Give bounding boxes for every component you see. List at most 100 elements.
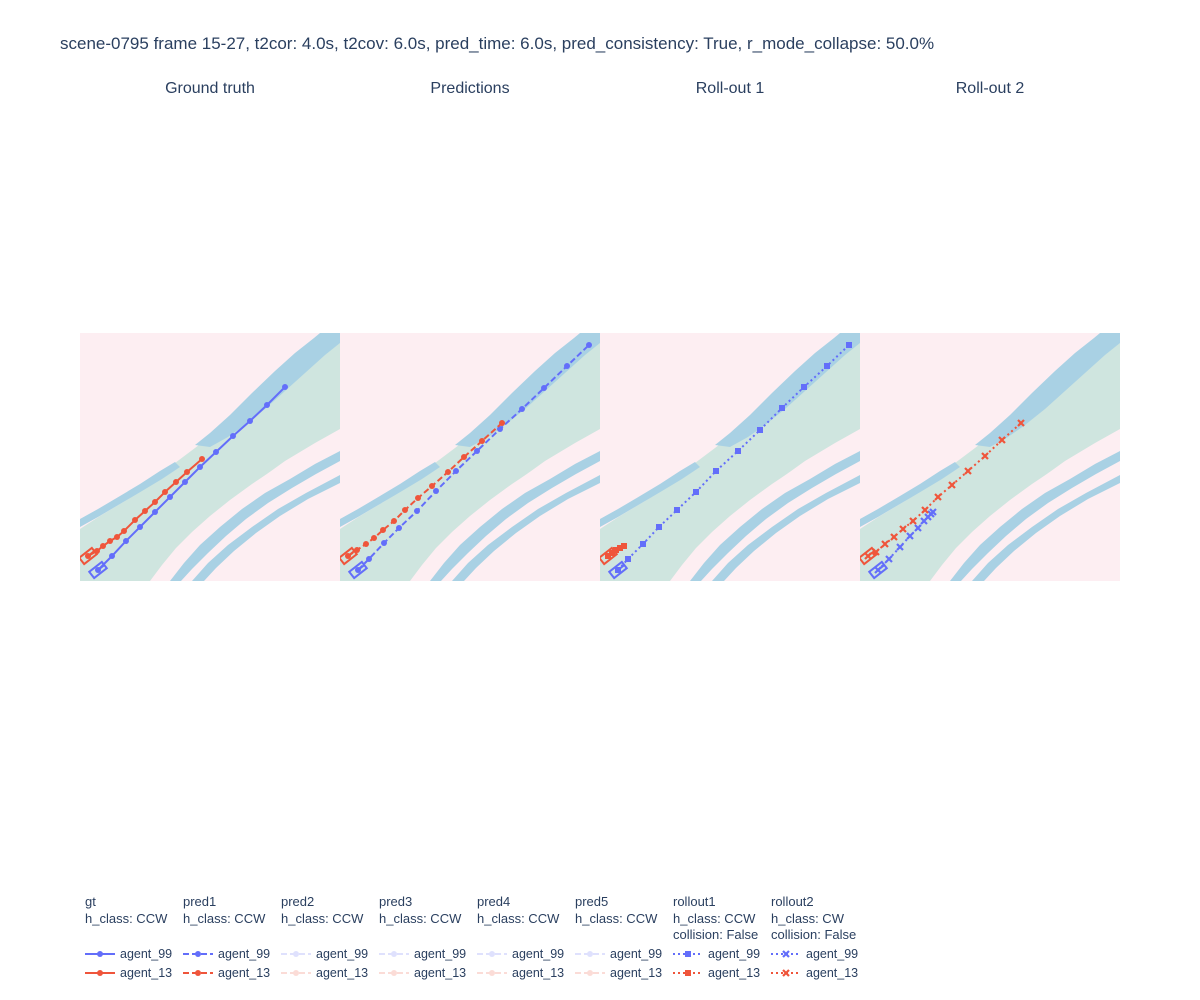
legend-swatch [281, 970, 311, 976]
legend-group-rollout2: rollout2 h_class: CW collision: False agent… [771, 894, 858, 980]
lane-divider-upper [715, 333, 860, 447]
legend-group-heading: gt [85, 894, 96, 909]
point-agent_13 [981, 452, 989, 460]
legend-item-agent_13[interactable]: agent_13 [477, 965, 572, 981]
legend-item-agent_13[interactable]: agent_13 [85, 965, 180, 981]
point-agent_13 [621, 543, 627, 549]
point-agent_13 [371, 535, 377, 541]
legend-group-pred1: pred1 h_class: CCW agent_99 agent_13 [183, 894, 270, 980]
legend-marker [685, 951, 691, 957]
legend-item-agent_13[interactable]: agent_13 [281, 965, 376, 981]
subplot-4 [860, 333, 1120, 581]
point-agent_99 [885, 555, 893, 563]
point-agent_13 [94, 548, 100, 554]
legend-item-agent_13[interactable]: agent_13 [379, 965, 474, 981]
point-agent_99 [564, 363, 570, 369]
legend-marker [489, 970, 495, 976]
legend-group-pred3: pred3 h_class: CCW agent_99 agent_13 [379, 894, 466, 980]
subplot-2 [340, 333, 600, 581]
legend-item-agent_13[interactable]: agent_13 [673, 965, 768, 981]
legend-item-label: agent_99 [414, 947, 467, 961]
lane-divider-lower [972, 475, 1120, 581]
point-agent_13 [872, 548, 880, 556]
legend-item-agent_99[interactable]: agent_99 [281, 946, 376, 962]
legend-item-agent_99[interactable]: agent_99 [85, 946, 180, 962]
point-agent_99 [519, 406, 525, 412]
point-agent_99 [674, 507, 680, 513]
legend-group-pred2: pred2 h_class: CCW agent_99 agent_13 [281, 894, 368, 980]
legend-swatch [673, 970, 703, 976]
point-agent_99 [264, 402, 270, 408]
point-agent_13 [881, 540, 889, 548]
point-agent_13 [173, 479, 179, 485]
point-agent_99 [693, 489, 699, 495]
subplot-title-rollout-1: Roll-out 1 [695, 80, 765, 97]
legend-group-heading: pred1 [183, 894, 217, 909]
lane-divider-left [80, 462, 180, 527]
point-agent_13 [909, 517, 917, 525]
legend-item-label: agent_13 [218, 966, 271, 980]
figure-title: scene-0795 frame 15-27, t2cor: 4.0s, t2c… [60, 34, 935, 53]
legend-group-heading: rollout2 [771, 894, 814, 909]
legend-item-agent_99[interactable]: agent_99 [183, 946, 278, 962]
point-agent_99 [846, 342, 852, 348]
point-agent_13 [948, 481, 956, 489]
legend-marker [587, 951, 593, 957]
point-agent_13 [605, 553, 611, 559]
legend-item-agent_99[interactable]: agent_99 [771, 946, 866, 962]
point-agent_13 [1017, 419, 1025, 427]
point-agent_13 [617, 545, 623, 551]
point-agent_13 [391, 518, 397, 524]
legend-item-agent_99[interactable]: agent_99 [673, 946, 768, 962]
lane-divider-upper [195, 333, 340, 447]
point-agent_13 [890, 533, 898, 541]
legend-group-rollout1: rollout1 h_class: CCW collision: False agen… [673, 894, 760, 980]
map-layer [600, 333, 860, 581]
point-agent_99 [735, 448, 741, 454]
point-agent_13 [100, 543, 106, 549]
point-agent_99 [182, 479, 188, 485]
legend-item-agent_13[interactable]: agent_13 [183, 965, 278, 981]
legend-item-agent_99[interactable]: agent_99 [379, 946, 474, 962]
legend-item-agent_13[interactable]: agent_13 [771, 965, 866, 981]
point-agent_99 [381, 540, 387, 546]
point-agent_99 [896, 543, 904, 551]
point-agent_99 [453, 468, 459, 474]
legend-group-heading: collision: False [673, 927, 759, 943]
legend-item-agent_13[interactable]: agent_13 [575, 965, 670, 981]
legend-marker [97, 970, 103, 976]
point-agent_99 [247, 418, 253, 424]
legend-group-heading: h_class: CW [771, 910, 844, 926]
legend-item-label: agent_13 [316, 966, 369, 980]
point-agent_13 [934, 493, 942, 501]
legend-item-label: agent_99 [512, 947, 565, 961]
point-agent_13 [132, 517, 138, 523]
point-agent_13 [121, 528, 127, 534]
legend-item-label: agent_13 [512, 966, 565, 980]
legend-item-agent_99[interactable]: agent_99 [477, 946, 572, 962]
point-agent_99 [197, 464, 203, 470]
point-agent_99 [109, 553, 115, 559]
legend-group-heading: pred2 [281, 894, 315, 909]
legend-item-agent_99[interactable]: agent_99 [575, 946, 670, 962]
subplot-title-rollout-2: Roll-out 2 [955, 80, 1025, 97]
point-agent_99 [615, 567, 621, 573]
legend-item-label: agent_99 [610, 947, 663, 961]
legend-marker [587, 970, 593, 976]
legend-item-label: agent_99 [708, 947, 761, 961]
subplot-3 [600, 333, 860, 581]
legend-marker [782, 969, 790, 977]
point-agent_99 [914, 524, 922, 532]
legend-item-label: agent_99 [316, 947, 369, 961]
legend-group-heading: collision: False [771, 927, 857, 943]
point-agent_13 [609, 550, 615, 556]
legend-marker [97, 951, 103, 957]
lane-divider-middle [430, 451, 600, 581]
lane-divider-middle [950, 451, 1120, 581]
point-agent_13 [345, 553, 351, 559]
lane-divider-middle [170, 451, 340, 581]
legend-swatch [673, 951, 703, 957]
legend-group-heading: h_class: CCW [85, 910, 168, 926]
point-agent_13 [964, 467, 972, 475]
